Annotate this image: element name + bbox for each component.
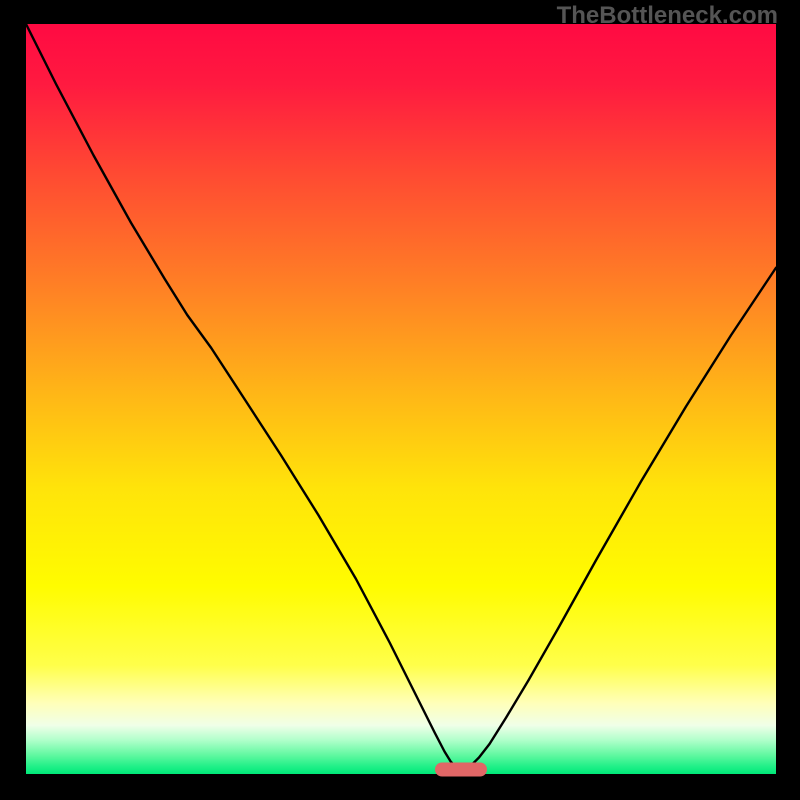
watermark-text: TheBottleneck.com — [557, 2, 778, 30]
plot-area — [26, 24, 776, 774]
